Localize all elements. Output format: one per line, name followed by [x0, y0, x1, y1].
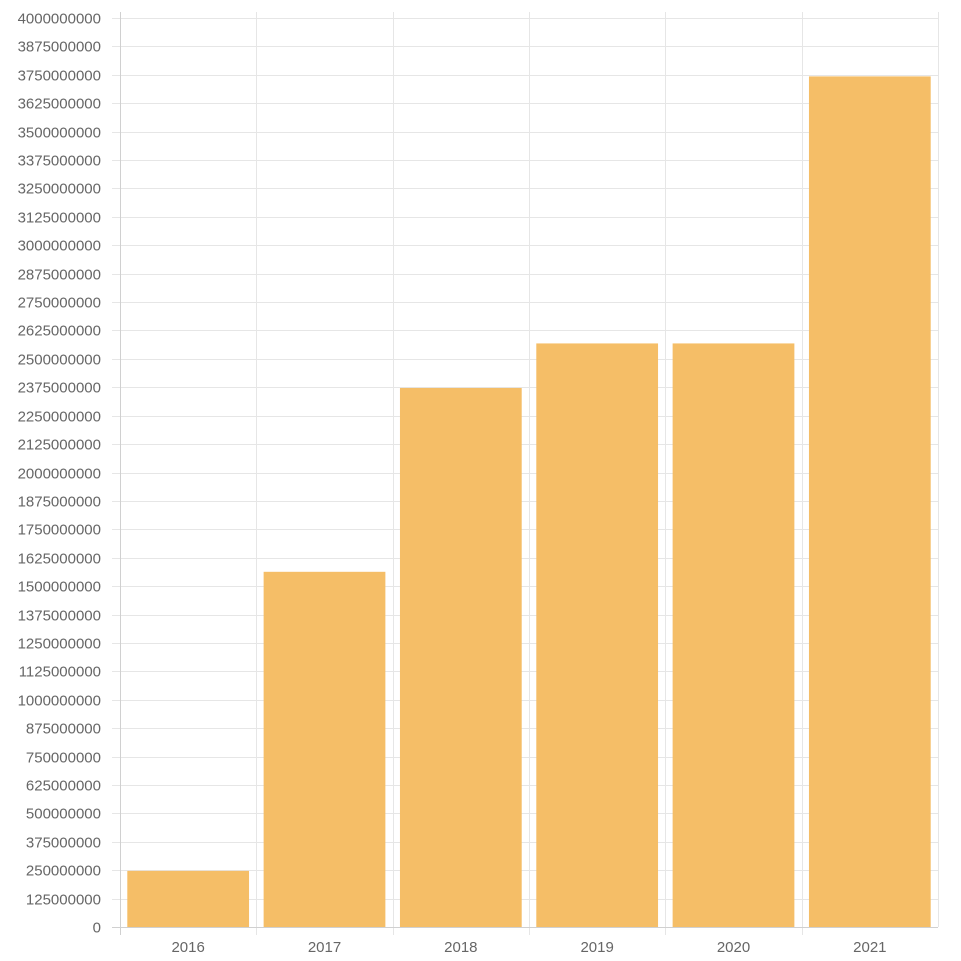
x-tick-label: 2019 — [580, 939, 613, 956]
y-tick-label: 3125000000 — [18, 210, 101, 227]
y-tick-label: 375000000 — [26, 835, 101, 852]
y-tick-label: 2125000000 — [18, 437, 101, 454]
x-tick-label: 2016 — [171, 939, 204, 956]
bar-2018[interactable] — [399, 387, 522, 927]
y-tick-label: 500000000 — [26, 806, 101, 823]
y-tick-label: 875000000 — [26, 721, 101, 738]
y-tick-label: 3500000000 — [18, 125, 101, 142]
y-tick-label: 625000000 — [26, 778, 101, 795]
y-tick-label: 1250000000 — [18, 636, 101, 653]
y-tick-label: 1625000000 — [18, 551, 101, 568]
y-tick-label: 1750000000 — [18, 522, 101, 539]
x-axis-tick-labels: 2016 2017 2018 2019 2020 2021 — [171, 939, 886, 956]
bar-2016[interactable] — [127, 870, 250, 927]
y-tick-label: 2750000000 — [18, 295, 101, 312]
x-tick-label: 2021 — [853, 939, 886, 956]
y-tick-label: 4000000000 — [18, 11, 101, 28]
y-tick-label: 2875000000 — [18, 267, 101, 284]
y-tick-label: 3250000000 — [18, 181, 101, 198]
y-tick-label: 1000000000 — [18, 693, 101, 710]
axes — [112, 12, 938, 935]
x-tick-label: 2018 — [444, 939, 477, 956]
y-tick-label: 750000000 — [26, 750, 101, 767]
bar-2017[interactable] — [263, 571, 386, 927]
x-tick-label: 2017 — [308, 939, 341, 956]
y-tick-label: 250000000 — [26, 863, 101, 880]
bar-2019[interactable] — [536, 343, 659, 927]
x-tick-label: 2020 — [717, 939, 750, 956]
bar-2021[interactable] — [808, 76, 931, 927]
y-tick-label: 2375000000 — [18, 380, 101, 397]
bars — [127, 76, 931, 927]
y-tick-label: 3875000000 — [18, 39, 101, 56]
y-tick-label: 2625000000 — [18, 323, 101, 340]
y-tick-label: 125000000 — [26, 892, 101, 909]
y-tick-label: 1500000000 — [18, 579, 101, 596]
grid-lines — [112, 12, 939, 935]
y-tick-label: 3750000000 — [18, 68, 101, 85]
y-tick-label: 2500000000 — [18, 352, 101, 369]
y-tick-label: 2250000000 — [18, 409, 101, 426]
y-tick-label: 0 — [93, 920, 101, 937]
bar-2020[interactable] — [672, 343, 795, 927]
y-tick-label: 3375000000 — [18, 153, 101, 170]
y-tick-label: 2000000000 — [18, 466, 101, 483]
y-tick-label: 1375000000 — [18, 608, 101, 625]
y-tick-label: 3000000000 — [18, 238, 101, 255]
y-tick-label: 1125000000 — [19, 664, 101, 681]
y-axis-tick-labels: 0 125000000 250000000 375000000 500000000 625… — [18, 11, 101, 937]
y-tick-label: 1875000000 — [18, 494, 101, 511]
y-tick-label: 3625000000 — [18, 96, 101, 113]
